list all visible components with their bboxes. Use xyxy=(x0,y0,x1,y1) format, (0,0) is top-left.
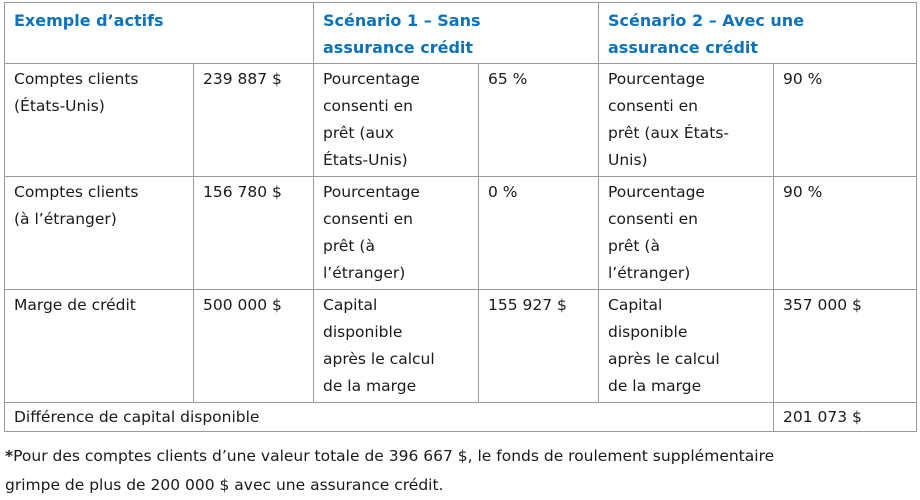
table-header-row: Exemple d’actifs Scénario 1 – Sans assur… xyxy=(4,2,918,64)
table-row-credit-line: Marge de crédit 500 000 $ Capital dispon… xyxy=(4,289,918,403)
header-assets: Exemple d’actifs xyxy=(4,2,314,64)
table-row-summary: Différence de capital disponible 201 073… xyxy=(4,402,918,432)
scenario1-value-cell: 155 927 $ xyxy=(478,289,599,403)
scenario1-value-cell: 65 % xyxy=(478,63,599,177)
summary-label-cell: Différence de capital disponible xyxy=(4,402,774,432)
table-row-accounts-us: Comptes clients (États-Unis) 239 887 $ P… xyxy=(4,63,918,177)
header-scenario2: Scénario 2 – Avec une assurance crédit xyxy=(597,2,918,64)
scenario2-value-cell: 357 000 $ xyxy=(772,289,918,403)
scenario2-value-cell: 90 % xyxy=(772,176,918,290)
scenario1-label-cell: Capital disponible après le calcul de la… xyxy=(313,289,479,403)
scenario1-label-cell: Pourcentage consenti en prêt (à l’étrang… xyxy=(313,176,479,290)
asset-label-cell: Comptes clients (à l’étranger) xyxy=(4,176,194,290)
scenario1-value-cell: 0 % xyxy=(478,176,599,290)
footnote: *Pour des comptes clients d’une valeur t… xyxy=(5,442,910,500)
scenario2-label-cell: Capital disponible après le calcul de la… xyxy=(598,289,774,403)
asset-value-cell: 500 000 $ xyxy=(193,289,314,403)
asset-label-cell: Marge de crédit xyxy=(4,289,194,403)
footnote-asterisk: * xyxy=(5,447,14,465)
credit-insurance-comparison-table: Exemple d’actifs Scénario 1 – Sans assur… xyxy=(4,2,918,432)
summary-value-cell: 201 073 $ xyxy=(772,402,918,432)
table-row-accounts-foreign: Comptes clients (à l’étranger) 156 780 $… xyxy=(4,176,918,290)
scenario2-label-cell: Pourcentage consenti en prêt (aux États-… xyxy=(598,63,774,177)
scenario1-label-cell: Pourcentage consenti en prêt (aux États-… xyxy=(313,63,479,177)
asset-value-cell: 156 780 $ xyxy=(193,176,314,290)
footnote-text: Pour des comptes clients d’une valeur to… xyxy=(5,447,775,494)
scenario2-label-cell: Pourcentage consenti en prêt (à l’étrang… xyxy=(598,176,774,290)
scenario2-value-cell: 90 % xyxy=(772,63,918,177)
header-scenario1: Scénario 1 – Sans assurance crédit xyxy=(313,2,599,64)
asset-value-cell: 239 887 $ xyxy=(193,63,314,177)
asset-label-cell: Comptes clients (États-Unis) xyxy=(4,63,194,177)
